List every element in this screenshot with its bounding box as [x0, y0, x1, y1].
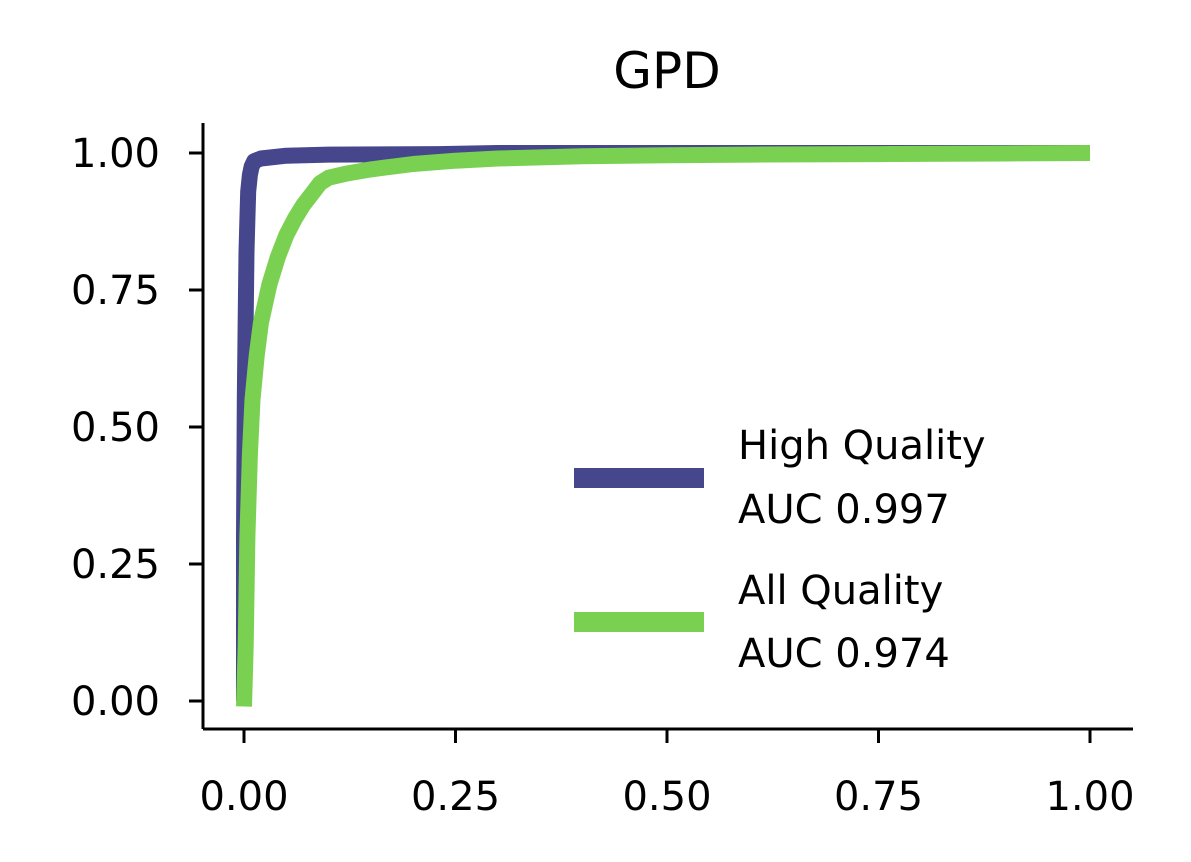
- y-tick-label: 0.50: [71, 405, 160, 451]
- x-tick-label: 1.00: [1045, 774, 1134, 820]
- x-tick-label: 0.25: [411, 774, 500, 820]
- legend-label-all-quality-line2: AUC 0.974: [738, 631, 950, 677]
- y-tick-label: 0.75: [71, 268, 160, 314]
- series-line-all-quality: [236, 145, 1091, 707]
- y-ticks: 0.00 0.25 0.50 0.75 1.00: [71, 131, 203, 725]
- legend-label-all-quality-line1: All Quality: [738, 568, 943, 614]
- chart-title: GPD: [613, 42, 720, 100]
- x-tick-label: 0.75: [834, 774, 923, 820]
- x-ticks: 0.00 0.25 0.50 0.75 1.00: [199, 729, 1135, 820]
- y-tick-label: 0.25: [71, 542, 160, 588]
- y-tick-label: 0.00: [71, 679, 160, 725]
- x-tick-label: 0.50: [622, 774, 711, 820]
- legend-label-high-quality-line2: AUC 0.997: [738, 487, 950, 533]
- y-tick-label: 1.00: [71, 131, 160, 177]
- legend: High Quality AUC 0.997 All Quality AUC 0…: [574, 423, 986, 677]
- series-layer: [236, 145, 1091, 707]
- x-tick-label: 0.00: [199, 774, 288, 820]
- legend-label-high-quality-line1: High Quality: [738, 423, 986, 469]
